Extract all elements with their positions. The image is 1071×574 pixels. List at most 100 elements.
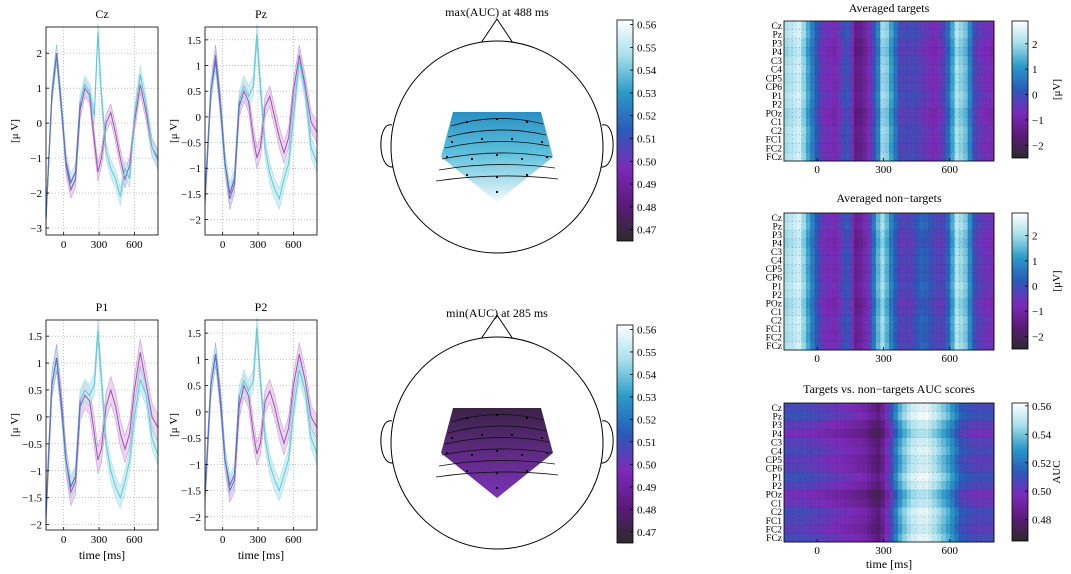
heatmap-cell	[910, 247, 916, 257]
heatmap-cell	[989, 134, 995, 144]
colorbar-label: AUC	[1051, 460, 1063, 483]
heatmap-cell	[910, 489, 916, 499]
heatmap-cell	[967, 341, 973, 351]
heatmap-cell	[880, 403, 886, 413]
heatmap-cell	[976, 73, 982, 83]
heatmap-cell	[985, 455, 991, 465]
heatmap-cell	[893, 446, 899, 456]
heatmap-cell	[788, 290, 794, 300]
heatmap-cell	[945, 298, 951, 308]
y-tick-label: −1	[30, 153, 42, 165]
y-tick-label: 0	[37, 118, 43, 130]
x-axis-label: time [ms]	[866, 557, 912, 571]
heatmap-cell	[827, 307, 833, 317]
x-tick-label: 300	[875, 164, 892, 176]
heatmap-cell	[954, 429, 960, 439]
heatmap-cell	[823, 213, 829, 222]
heatmap-cell	[836, 143, 842, 153]
heatmap-cell	[889, 420, 894, 430]
heatmap-cell	[792, 221, 798, 231]
heatmap-cell	[954, 524, 960, 534]
heatmap-cell	[902, 247, 907, 257]
heatmap-cell	[827, 515, 833, 526]
heatmap-cell	[814, 290, 820, 300]
heatmap-cell	[880, 315, 886, 325]
colorbar-tick-label: 0.49	[637, 179, 657, 191]
heatmap-cell	[945, 213, 951, 222]
heatmap-cell	[959, 489, 964, 499]
heatmap-cell	[840, 515, 846, 526]
heatmap-cell	[959, 411, 964, 421]
heatmap-cell	[937, 247, 942, 257]
heatmap-cell	[871, 56, 877, 66]
heatmap-cell	[932, 134, 938, 144]
heatmap-cell	[945, 255, 951, 265]
y-tick-label: 0	[196, 407, 202, 419]
heatmap-cell	[919, 307, 925, 317]
head-ear-left	[380, 124, 394, 168]
heatmap-cell	[928, 411, 934, 421]
heatmap-cell	[871, 126, 877, 136]
heatmap-cell	[985, 324, 991, 334]
heatmap-cell	[897, 143, 903, 153]
heatmap-cell	[893, 272, 899, 282]
heatmap-cell	[840, 307, 846, 317]
channel-label: C4	[771, 257, 782, 267]
heatmap-cell	[924, 515, 929, 526]
heatmap-cell	[823, 264, 829, 274]
heatmap-cell	[980, 143, 986, 153]
heatmap-cell	[976, 99, 982, 109]
heatmap-cell	[845, 481, 851, 491]
heatmap-cell	[919, 82, 925, 92]
heatmap-cell	[849, 221, 855, 231]
heatmap-cell	[889, 315, 894, 325]
heatmap-cell	[823, 307, 829, 317]
heatmap-cell	[819, 403, 824, 413]
y-axis-label: [μ V]	[9, 119, 21, 143]
heatmap-cell	[854, 332, 859, 342]
heatmap-cell	[924, 238, 929, 248]
heatmap-cell	[915, 403, 921, 413]
heatmap-cell	[797, 446, 802, 456]
heatmap-cell	[784, 411, 789, 421]
heatmap-cell	[959, 255, 964, 265]
heatmap-cell	[941, 99, 947, 109]
heatmap-cell	[924, 307, 929, 317]
heatmap-cell	[889, 56, 894, 66]
heatmap-cell	[862, 411, 868, 421]
heatmap-cell	[867, 108, 872, 118]
heatmap-cell	[797, 64, 802, 74]
heatmap-cell	[976, 238, 982, 248]
heatmap-cell	[862, 281, 868, 291]
heatmap-cell	[972, 429, 977, 439]
heatmap-cell	[928, 455, 934, 465]
heatmap-cell	[880, 108, 886, 118]
heatmap-cell	[867, 463, 872, 473]
heatmap-cell	[989, 238, 995, 248]
heatmap-cell	[801, 255, 807, 265]
heatmap-cell	[840, 463, 846, 473]
heatmap-cell	[832, 446, 837, 456]
heatmap-cell	[967, 472, 973, 482]
heatmap-cell	[919, 38, 925, 48]
heatmap-cell	[880, 420, 886, 430]
heatmap-cell	[862, 489, 868, 499]
heatmap-cell	[784, 134, 789, 144]
heatmap-cell	[959, 341, 964, 351]
heatmap-cell	[897, 446, 903, 456]
colorbar	[616, 324, 634, 544]
heatmap-cell	[932, 533, 938, 543]
heatmap-cell	[976, 446, 982, 456]
heatmap-cell	[875, 324, 881, 334]
heatmap-cell	[963, 238, 969, 248]
heatmap-cell	[945, 463, 951, 473]
heatmap-cell	[924, 341, 929, 351]
heatmap-cell	[819, 463, 824, 473]
heatmap-cell	[849, 341, 855, 351]
heatmap-cell	[902, 73, 907, 83]
heatmap-cell	[932, 21, 938, 31]
heatmap-cell	[823, 91, 829, 101]
heatmap-cell	[928, 463, 934, 473]
heatmap-cell	[849, 437, 855, 447]
heatmap-cell	[875, 307, 881, 317]
